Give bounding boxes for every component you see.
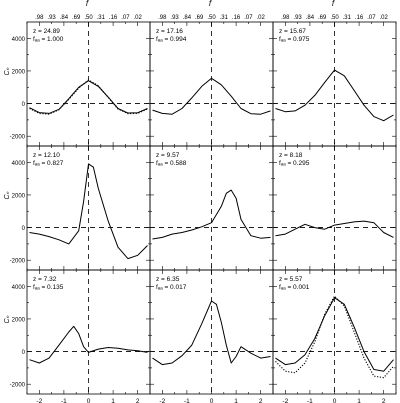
panel-annotation: fₐₐ = 1.000 <box>33 36 64 43</box>
panel-annotation: fₐₐ = 0.827 <box>33 160 64 167</box>
x-tick-label: 1 <box>111 398 115 403</box>
y-tick-label: -2000 <box>10 383 26 389</box>
top-tick-label: .93 <box>47 15 56 21</box>
panel-annotation: z = 9.57 <box>156 152 180 159</box>
top-tick-label: .69 <box>195 15 204 21</box>
top-tick-label: .84 <box>183 15 192 21</box>
y-axis-label: Cₙ <box>4 315 11 323</box>
panel-annotation: z = 7.32 <box>33 276 57 283</box>
x-tick-label: 1 <box>357 398 361 403</box>
panel-annotation: fₐₐ = 0.588 <box>156 160 187 167</box>
x-tick-label: -2 <box>282 398 288 403</box>
series-line-dotted <box>29 79 148 115</box>
y-tick-label: 0 <box>22 226 26 232</box>
y-axis-label: Cₙ <box>4 191 11 199</box>
x-tick-label: 1 <box>234 398 238 403</box>
series-line-solid <box>152 300 271 366</box>
top-tick-label: .02 <box>380 15 389 21</box>
x-tick-label: 0 <box>87 398 91 403</box>
top-tick-label: .16 <box>232 15 241 21</box>
top-tick-label: .69 <box>72 15 81 21</box>
top-axis-label: f <box>332 0 335 8</box>
x-tick-label: -2 <box>36 398 42 403</box>
panel-annotation: fₐₐ = 0.994 <box>156 36 187 43</box>
y-tick-label: 0 <box>22 350 26 356</box>
x-tick-label: -1 <box>184 398 190 403</box>
x-tick-label: -1 <box>61 398 67 403</box>
top-tick-label: .07 <box>244 15 253 21</box>
y-tick-label: -2000 <box>10 135 26 141</box>
x-tick-label: 0 <box>210 398 214 403</box>
y-tick-label: 2000 <box>12 317 26 323</box>
series-line-solid <box>152 189 271 240</box>
chart-panel-1: .98.93 .84.69.50 .31.16.07 .02 -2000 0 2000 400… <box>4 15 151 147</box>
panel-annotation: fₐₐ = 0.975 <box>279 36 310 43</box>
series-line-solid <box>275 297 394 372</box>
panel-annotation: fₐₐ = 0.295 <box>279 160 310 167</box>
y-tick-label: -2000 <box>10 259 26 265</box>
x-tick-label: 2 <box>382 398 386 403</box>
y-tick-label: 2000 <box>12 69 26 75</box>
panel-annotation: z = 17.16 <box>156 28 183 35</box>
panel-annotation: z = 24.89 <box>33 28 60 35</box>
panel-annotation: z = 8.18 <box>279 152 303 159</box>
top-tick-label: .07 <box>367 15 376 21</box>
panel-annotation: z = 5.57 <box>279 276 303 283</box>
series-line-solid <box>152 77 271 115</box>
top-tick-label: .07 <box>121 15 130 21</box>
series-line-solid <box>275 220 394 238</box>
x-tick-label: 2 <box>259 398 263 403</box>
top-axis-label: f <box>86 0 89 8</box>
chart-panel-3: .98.93 .84.69.50 .31.16.07 .02 z = 15.67fₐₐ … <box>272 15 397 147</box>
top-tick-label: .98 <box>281 15 290 21</box>
top-tick-label: .98 <box>158 15 167 21</box>
series-line-solid <box>29 163 148 260</box>
top-tick-label: .31 <box>97 15 106 21</box>
top-tick-label: .31 <box>220 15 229 21</box>
top-tick-label: .02 <box>257 15 266 21</box>
panel-annotation: z = 12.10 <box>33 152 60 159</box>
top-tick-label: .93 <box>293 15 302 21</box>
top-tick-label: .02 <box>134 15 143 21</box>
top-tick-label: .16 <box>355 15 364 21</box>
y-tick-label: 4000 <box>12 37 26 43</box>
top-tick-label: .50 <box>207 15 216 21</box>
top-tick-label: .98 <box>35 15 44 21</box>
series-line-solid <box>275 69 394 122</box>
y-axis-label: Cₙ <box>4 67 11 75</box>
panel-annotation: fₐₐ = 0.017 <box>156 284 187 291</box>
y-tick-label: 0 <box>22 102 26 108</box>
panel-annotation: z = 6.35 <box>156 276 180 283</box>
panel-annotation: fₐₐ = 0.135 <box>33 284 64 291</box>
x-tick-label: -2 <box>159 398 165 403</box>
panel-annotation: fₐₐ = 0.001 <box>279 284 310 291</box>
series-line-solid <box>29 325 148 364</box>
top-tick-label: .50 <box>84 15 93 21</box>
chart-panel-2: .98.93 .84.69.50 .31.16.07 .02 z = 17.16fₐₐ … <box>149 15 274 147</box>
top-tick-label: .93 <box>170 15 179 21</box>
top-axis-label: f <box>209 0 212 8</box>
y-tick-label: 2000 <box>12 193 26 199</box>
top-tick-label: .50 <box>330 15 339 21</box>
y-tick-label: 4000 <box>12 161 26 167</box>
top-tick-label: .69 <box>318 15 327 21</box>
top-tick-label: .31 <box>343 15 352 21</box>
top-tick-label: .16 <box>109 15 118 21</box>
top-tick-label: .84 <box>60 15 69 21</box>
x-tick-label: -1 <box>307 398 313 403</box>
x-tick-label: 2 <box>136 398 140 403</box>
top-tick-label: .84 <box>306 15 315 21</box>
y-tick-label: 4000 <box>12 285 26 291</box>
panel-annotation: z = 15.67 <box>279 28 306 35</box>
x-tick-label: 0 <box>333 398 337 403</box>
series-line-solid <box>29 80 148 114</box>
